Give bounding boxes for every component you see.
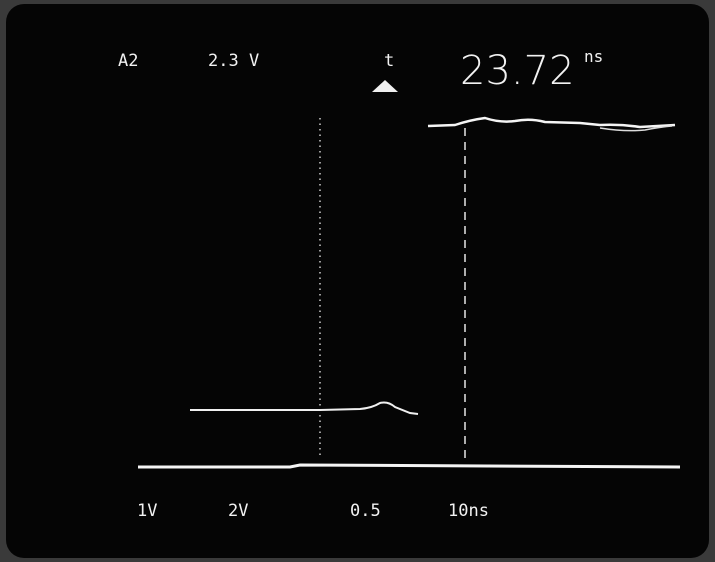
oscilloscope-screen: A2 2.3 V t 23.72 ns 1V 2V 0.5 10ns — [0, 0, 715, 562]
screen — [6, 4, 709, 558]
page: {"header": {"channel": "A2", "level": "2… — [0, 0, 715, 562]
cursor-value: 0.5 — [350, 501, 381, 521]
delta-symbol: t — [384, 51, 394, 71]
timebase: 10ns — [448, 501, 489, 521]
channel-label: A2 — [118, 51, 138, 71]
ch1-scale: 1V — [137, 501, 157, 521]
ch2-scale: 2V — [228, 501, 248, 521]
level-label: 2.3 V — [208, 51, 259, 71]
delta-value: 23.72 — [460, 48, 575, 94]
delta-unit: ns — [584, 47, 603, 66]
